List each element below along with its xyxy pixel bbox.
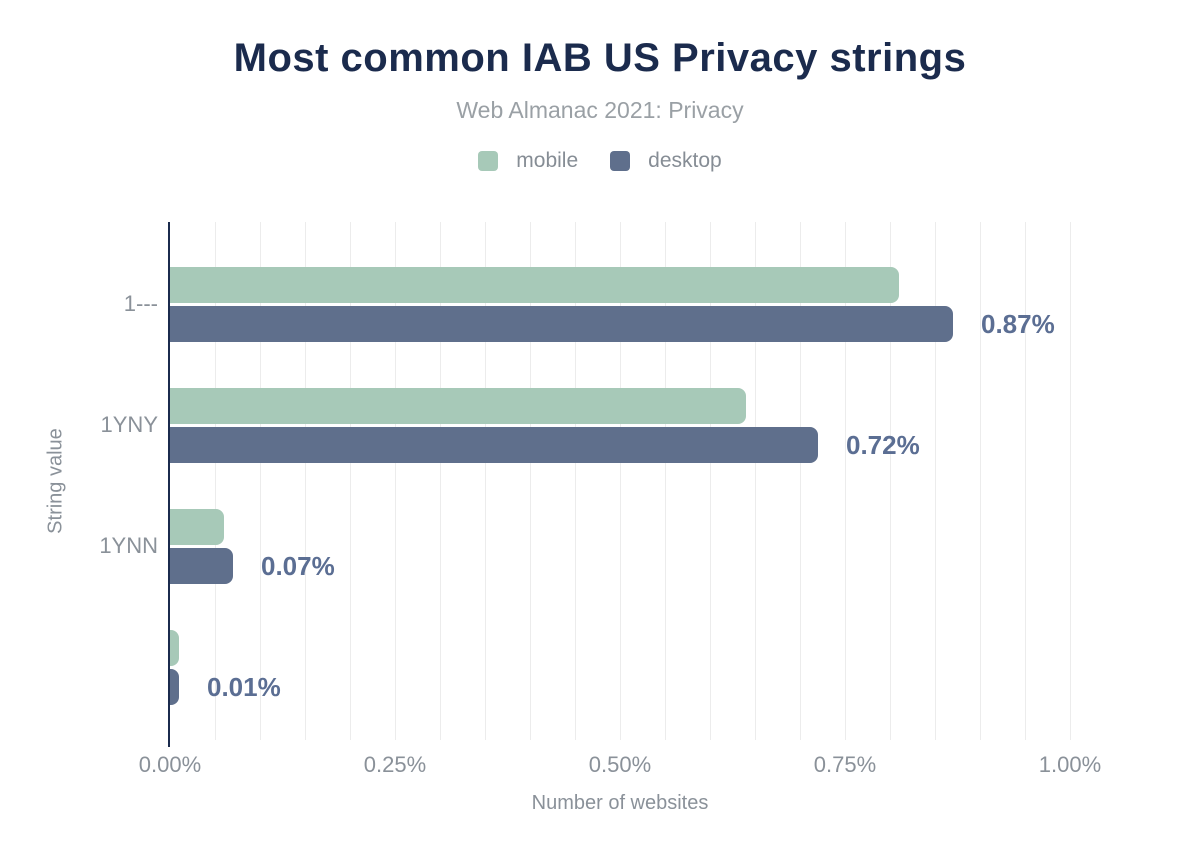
gridline (215, 222, 216, 740)
gridline (575, 222, 576, 740)
bar-mobile-1--- (170, 267, 899, 303)
bar-mobile-1YNN (170, 509, 224, 545)
gridline (1070, 222, 1071, 740)
gridline (665, 222, 666, 740)
bar-desktop-1YNY (170, 427, 818, 463)
x-tick-label-0.25%: 0.25% (363, 752, 427, 777)
mobile-series-swatch-icon (478, 151, 499, 171)
x-axis-title: Number of websites (531, 792, 709, 814)
gridline (440, 222, 441, 740)
category-label-1YNY: 1YNY (100, 412, 158, 437)
plot-area: 1--- 0.87% 1YNY 0.72% 1YNN 0.07% 0.01% 0.00% 0.2… (99, 222, 1152, 777)
x-tick-label-0.50%: 0.50% (588, 752, 652, 777)
x-tick-label-0.00%: 0.00% (138, 752, 202, 777)
data-label-1YNY: 0.72% (846, 430, 920, 460)
gridline (485, 222, 486, 740)
gridline (530, 222, 531, 740)
bar-mobile-1YNY (170, 388, 746, 424)
data-label-1---: 0.87% (981, 309, 1055, 339)
legend-item-mobile[interactable]: mobile (478, 149, 578, 173)
legend-label-mobile: mobile (516, 149, 579, 172)
gridline (305, 222, 306, 740)
gridline (845, 222, 846, 740)
desktop-series-swatch-icon (610, 151, 631, 171)
gridline (800, 222, 801, 740)
bar-mobile-blank (170, 630, 179, 666)
gridline (755, 222, 756, 740)
chart-title: Most common IAB US Privacy strings (233, 36, 967, 80)
category-label-1YNN: 1YNN (99, 533, 158, 558)
chart-legend: mobile desktop (0, 149, 1200, 173)
x-tick-label-1.00%: 1.00% (1038, 752, 1102, 777)
x-tick-label-0.75%: 0.75% (813, 752, 877, 777)
y-axis-line (168, 222, 170, 747)
gridline (350, 222, 351, 740)
legend-item-desktop[interactable]: desktop (610, 149, 722, 173)
chart-subtitle: Web Almanac 2021: Privacy (456, 97, 744, 123)
bar-desktop-1YNN (170, 548, 233, 584)
gridline (1025, 222, 1026, 740)
data-label-1YNN: 0.07% (261, 551, 335, 581)
gridline (395, 222, 396, 740)
data-label-blank: 0.01% (207, 672, 281, 702)
gridline (980, 222, 981, 740)
gridline (710, 222, 711, 740)
bar-desktop-1--- (170, 306, 953, 342)
gridline (935, 222, 936, 740)
category-label-1---: 1--- (123, 291, 158, 316)
gridline (890, 222, 891, 740)
bar-desktop-blank (170, 669, 179, 705)
gridline (260, 222, 261, 740)
gridline (620, 222, 621, 740)
y-axis-title: String value (44, 428, 67, 534)
legend-label-desktop: desktop (648, 149, 722, 172)
